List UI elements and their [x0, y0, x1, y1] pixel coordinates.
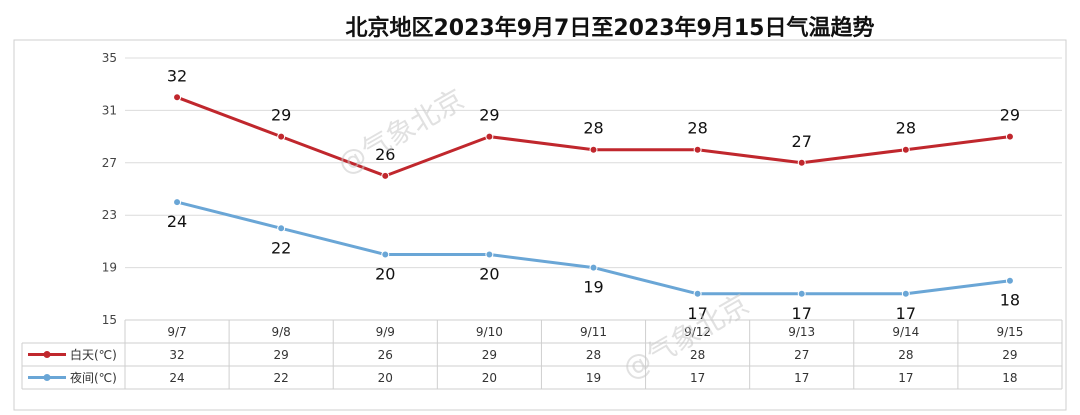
data-point	[1005, 276, 1014, 285]
data-label: 17	[792, 304, 812, 323]
table-cell: 24	[169, 371, 184, 385]
y-tick-label: 27	[102, 156, 117, 170]
data-point	[797, 289, 806, 298]
data-label: 28	[583, 119, 603, 138]
data-point	[797, 158, 806, 167]
data-point	[381, 171, 390, 180]
y-tick-label: 23	[102, 208, 117, 222]
data-label: 17	[687, 304, 707, 323]
legend-label: 白天(℃)	[70, 347, 117, 362]
chart-frame	[13, 39, 1067, 411]
data-label: 32	[167, 66, 187, 85]
table-cell: 26	[378, 348, 393, 362]
x-tick-label: 9/12	[684, 325, 711, 339]
table-cell: 20	[378, 371, 393, 385]
data-point	[277, 224, 286, 233]
data-label: 17	[896, 304, 916, 323]
data-point	[693, 289, 702, 298]
data-label: 20	[375, 265, 395, 284]
data-label: 29	[479, 106, 499, 125]
table-cell: 27	[794, 348, 809, 362]
table-cell: 28	[586, 348, 601, 362]
table-cell: 20	[482, 371, 497, 385]
table-cell: 32	[169, 348, 184, 362]
x-tick-label: 9/8	[272, 325, 291, 339]
data-point	[693, 145, 702, 154]
table-cell: 17	[690, 371, 705, 385]
x-tick-label: 9/10	[476, 325, 503, 339]
table-cell: 17	[794, 371, 809, 385]
x-tick-label: 9/9	[376, 325, 395, 339]
data-label: 28	[687, 119, 707, 138]
data-point	[589, 263, 598, 272]
data-point	[485, 250, 494, 259]
data-point	[381, 250, 390, 259]
table-cell: 17	[898, 371, 913, 385]
data-point	[589, 145, 598, 154]
table-cell: 28	[690, 348, 705, 362]
data-point	[485, 132, 494, 141]
x-tick-label: 9/11	[580, 325, 607, 339]
table-cell: 18	[1002, 371, 1017, 385]
table-cell: 19	[586, 371, 601, 385]
x-tick-label: 9/7	[167, 325, 186, 339]
data-label: 29	[271, 106, 291, 125]
watermark: @气象北京	[617, 287, 755, 386]
table-cell: 29	[274, 348, 289, 362]
y-tick-label: 35	[102, 51, 117, 65]
table-cell: 28	[898, 348, 913, 362]
data-label: 22	[271, 238, 291, 257]
x-tick-label: 9/13	[788, 325, 815, 339]
data-label: 28	[896, 119, 916, 138]
data-point	[173, 198, 182, 207]
data-point	[173, 93, 182, 102]
data-point	[1005, 132, 1014, 141]
table-cell: 29	[1002, 348, 1017, 362]
legend-marker	[43, 351, 51, 358]
data-label: 29	[1000, 106, 1020, 125]
data-label: 24	[167, 212, 187, 231]
y-tick-label: 19	[102, 261, 117, 275]
data-point	[277, 132, 286, 141]
data-point	[901, 145, 910, 154]
y-tick-label: 31	[102, 103, 117, 117]
table-cell: 22	[274, 371, 289, 385]
legend-label: 夜间(℃)	[70, 370, 117, 385]
table-cell: 29	[482, 348, 497, 362]
x-tick-label: 9/15	[996, 325, 1023, 339]
data-label: 20	[479, 265, 499, 284]
data-point	[901, 289, 910, 298]
y-tick-label: 15	[102, 313, 117, 327]
data-label: 18	[1000, 291, 1020, 310]
data-label: 26	[375, 145, 395, 164]
legend-marker	[43, 374, 51, 381]
chart-title: 北京地区2023年9月7日至2023年9月15日气温趋势	[345, 16, 875, 41]
data-label: 27	[792, 132, 812, 151]
x-tick-label: 9/14	[892, 325, 919, 339]
watermark: @气象北京	[332, 82, 470, 181]
data-label: 19	[583, 278, 603, 297]
